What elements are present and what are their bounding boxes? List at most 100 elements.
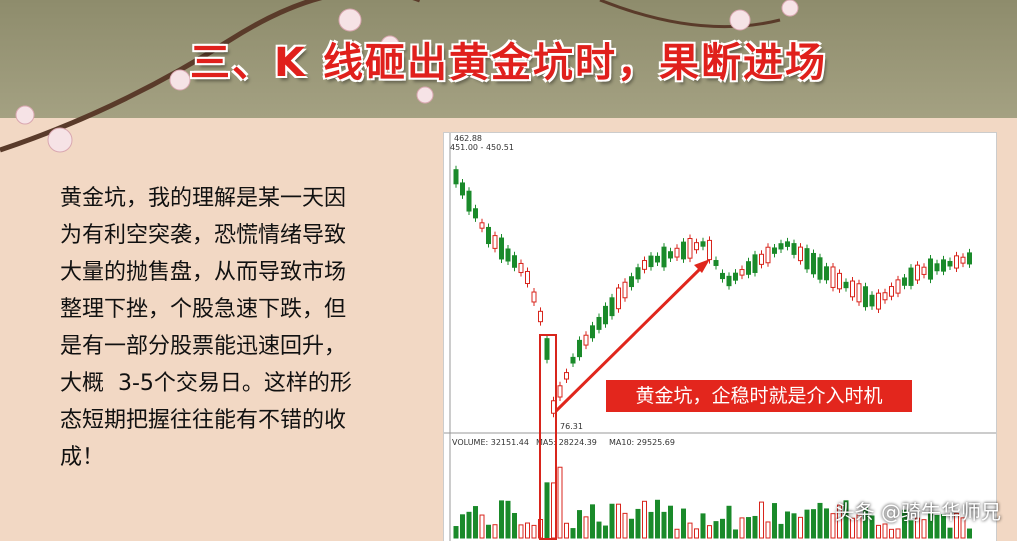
candle-part [765,521,771,539]
candle-part [642,500,647,539]
candle-part [960,517,966,539]
candle-part [661,246,667,268]
candle-part [544,338,550,360]
candle-part [635,267,641,280]
candle-part [687,238,693,259]
candle-part [479,514,485,539]
candle-part [791,243,797,255]
candle-part [752,254,758,273]
candle-part [616,287,621,310]
candle-part [863,286,868,308]
candle-part [583,334,589,346]
candle-part [889,286,894,297]
candle-part [648,511,654,539]
candle-part [655,255,660,263]
text-line: 态短期把握往往能有不错的收 [60,408,347,433]
candle-part [752,515,758,539]
candle-part [960,256,966,264]
candle-part [622,281,628,299]
candle-part [817,502,823,539]
candle-part [882,292,888,301]
candle-part [869,515,875,539]
candle-part [596,521,602,539]
candle-part [531,524,537,539]
candle-part [577,510,582,539]
candle-part [518,524,524,539]
candle-part [817,257,823,280]
candle-part [798,246,803,262]
chart-image: 462.88 451.00 - 450.51 76.31 VOLUME: 321… [443,132,997,541]
candle-part [915,517,920,539]
candle-part [746,261,751,275]
candle-part [674,247,680,258]
candle-part [759,501,764,539]
candle-part [635,508,641,539]
candle-part [583,516,589,539]
volume-label: VOLUME: 32151.44 [452,438,529,447]
candle-part [629,518,634,539]
candle-part [609,503,615,539]
callout: 黄金坑，企稳时就是介入时机 [606,380,912,412]
candle-part [824,508,829,539]
candle-part [525,270,530,285]
candle-part [856,514,862,539]
candle-part [772,247,777,254]
candle-part [954,255,959,269]
candle-part [492,524,498,539]
candle-part [837,504,842,539]
candle-part [499,500,504,539]
candle-part [778,243,784,250]
candle-part [934,263,940,272]
candle-part [512,255,517,268]
candle-part [694,528,699,539]
candle-part [811,509,816,539]
text-line: 是有一部分股票能迅速回升， [60,334,347,359]
candle-part [778,523,784,539]
candle-part [713,521,719,539]
candle-part [466,511,472,539]
candle-part [856,283,862,303]
candle-part [811,252,816,275]
candle-part [928,512,933,539]
candle-part [590,325,595,339]
watermark: 头条 @骑牛华师兄 [834,500,1001,524]
ma10-label: MA10: 29525.69 [609,438,675,447]
candle-part [941,514,946,539]
candle-part [889,528,894,539]
candle-part [453,526,459,539]
candle-part [609,297,615,317]
candle-part [837,272,842,290]
candle-part [642,260,647,270]
candle-part [674,528,680,539]
candle-part [804,248,810,270]
candle-part [850,517,855,539]
header-band [0,0,1017,118]
candle-part [655,499,660,539]
ma5-label: MA5: 28224.39 [536,438,597,447]
candle-part [947,260,953,267]
candle-part [772,503,777,539]
candle-part [466,190,472,212]
candle-part [726,275,732,287]
candle-part [733,272,738,281]
candle-part [557,385,563,398]
candle-part [869,294,875,307]
candle-part [707,239,712,261]
candle-part [564,522,569,539]
candle-part [947,527,953,539]
candle-part [486,524,491,539]
candle-part [544,482,550,539]
candle-part [863,507,868,539]
price-label: 76.31 [560,422,583,431]
candle-part [921,519,927,539]
candle-part [726,505,732,539]
candle-part [850,280,855,298]
candle-part [843,281,849,289]
candle-part [876,292,881,310]
price-label: 462.88 [454,134,482,143]
candle-part [791,513,797,539]
candle-part [882,523,888,539]
candle-part [473,506,478,539]
candle-part [551,482,556,539]
